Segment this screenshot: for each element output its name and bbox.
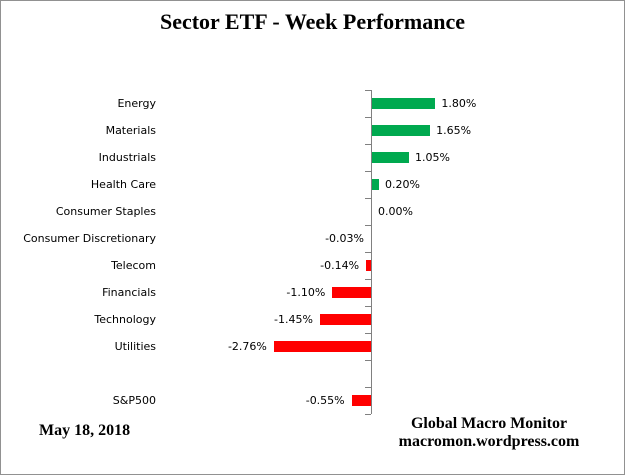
axis-tick xyxy=(365,117,371,118)
value-label-health-care: 0.20% xyxy=(385,177,420,191)
category-label-utilities: Utilities xyxy=(114,339,156,353)
value-label-utilities: -2.76% xyxy=(227,339,267,353)
value-label-financials: -1.10% xyxy=(286,285,326,299)
axis-tick xyxy=(365,90,371,91)
axis-tick xyxy=(365,414,371,415)
bar-health-care xyxy=(372,179,380,190)
chart-date: May 18, 2018 xyxy=(39,422,131,439)
bar-industrials xyxy=(372,152,409,163)
category-label-financials: Financials xyxy=(102,285,156,299)
axis-tick xyxy=(365,252,371,253)
value-label-consumer-discretionary: -0.03% xyxy=(325,231,364,245)
axis-tick xyxy=(365,279,371,280)
axis-tick xyxy=(365,198,371,199)
bar-technology xyxy=(319,314,371,325)
category-label-industrials: Industrials xyxy=(98,150,156,164)
axis-tick xyxy=(365,306,371,307)
category-label-materials: Materials xyxy=(105,123,156,137)
bar-telecom xyxy=(366,260,371,271)
category-label-consumer-staples: Consumer Staples xyxy=(55,204,156,218)
category-label-telecom: Telecom xyxy=(111,258,156,272)
value-label-technology: -1.45% xyxy=(274,312,313,326)
category-label-technology: Technology xyxy=(94,312,156,326)
axis-tick xyxy=(365,360,371,361)
bar-materials xyxy=(372,125,431,136)
value-label-industrials: 1.05% xyxy=(414,150,450,164)
bar-s-p500 xyxy=(351,395,371,406)
source-name: Global Macro Monitor xyxy=(410,415,568,432)
bar-energy xyxy=(372,98,436,109)
value-label-telecom: -0.14% xyxy=(320,258,360,272)
chart-source: Global Macro Monitor macromon.wordpress.… xyxy=(378,415,600,451)
bar-financials xyxy=(332,287,371,298)
category-label-health-care: Health Care xyxy=(90,177,156,191)
category-label-consumer-discretionary: Consumer Discretionary xyxy=(23,231,156,245)
axis-tick xyxy=(365,225,371,226)
axis-tick xyxy=(365,144,371,145)
bar-utilities xyxy=(273,341,371,352)
category-label-energy: Energy xyxy=(117,96,156,110)
axis-tick xyxy=(365,333,371,334)
value-label-s-p500: -0.55% xyxy=(305,393,345,407)
axis-tick xyxy=(365,171,371,172)
category-label-s-p500: S&P500 xyxy=(112,393,156,407)
value-label-materials: 1.65% xyxy=(436,123,472,137)
chart-title: Sector ETF - Week Performance xyxy=(159,9,466,34)
source-url: macromon.wordpress.com xyxy=(398,433,580,450)
axis-tick xyxy=(365,387,371,388)
value-label-consumer-staples: 0.00% xyxy=(378,204,413,218)
axis-line xyxy=(371,90,372,414)
value-label-energy: 1.80% xyxy=(441,96,477,110)
